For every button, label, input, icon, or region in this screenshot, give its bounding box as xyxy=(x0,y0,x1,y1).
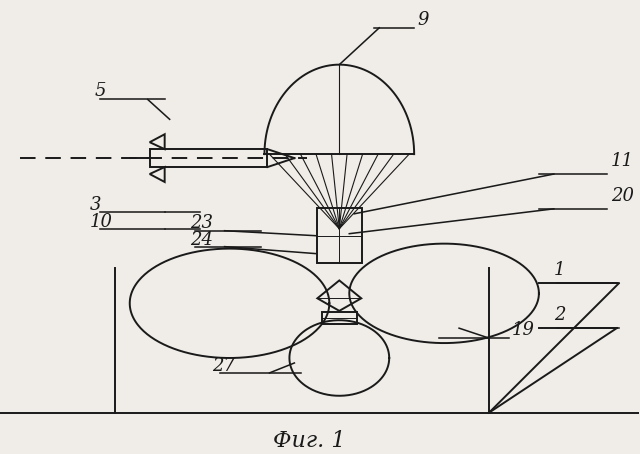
Text: 27: 27 xyxy=(212,357,236,375)
Text: Фиг. 1: Фиг. 1 xyxy=(273,429,346,452)
Text: 3: 3 xyxy=(90,196,101,214)
Text: 20: 20 xyxy=(611,187,634,205)
Text: 11: 11 xyxy=(611,152,634,170)
Text: 19: 19 xyxy=(512,321,535,339)
Bar xyxy=(317,208,362,263)
Text: 1: 1 xyxy=(554,262,565,280)
Text: 9: 9 xyxy=(417,11,429,29)
Text: 23: 23 xyxy=(189,214,212,232)
Bar xyxy=(322,312,356,324)
Text: 2: 2 xyxy=(554,306,565,324)
Text: 10: 10 xyxy=(90,213,113,231)
Text: 5: 5 xyxy=(95,83,106,100)
Text: 24: 24 xyxy=(189,231,212,249)
